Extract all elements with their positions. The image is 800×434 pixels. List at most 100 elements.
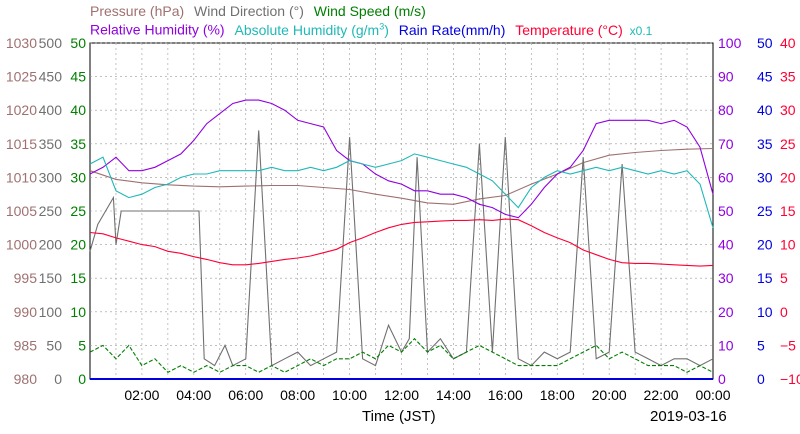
relative_humidity-tick-label: 70 [718,136,734,152]
relative_humidity-tick-label: 90 [718,69,734,85]
legend-row-1: Pressure (hPa) Wind Direction (°) Wind S… [90,3,426,19]
x-tick-label: 14:00 [436,387,471,403]
x-tick-label: 04:00 [176,387,211,403]
wind_direction-tick-label: 300 [39,169,63,185]
legend-wind-direction: Wind Direction (°) [194,3,304,19]
relative_humidity-tick-label: 50 [718,203,734,219]
x-tick-label: 08:00 [280,387,315,403]
pressure-tick-label: 985 [14,337,38,353]
x-tick-label: 16:00 [488,387,523,403]
legend-temperature: Temperature (°C) [515,21,623,38]
wind_direction-tick-label: 400 [39,102,63,118]
legend-pressure: Pressure (hPa) [90,3,185,19]
rain_rate-tick-label: 0 [757,371,765,387]
wind_speed-tick-label: 5 [78,337,86,353]
temperature-tick-label: 10 [780,237,796,253]
date-label: 2019-03-16 [650,408,727,425]
rain_rate-tick-label: 20 [757,237,773,253]
wind_direction-tick-label: 200 [39,237,63,253]
wind_direction-tick-label: 150 [39,270,63,286]
x-tick-label: 12:00 [384,387,419,403]
wind_speed-tick-label: 50 [70,35,86,51]
rain_rate-tick-label: 5 [757,337,765,353]
wind_speed-tick-label: 10 [70,304,86,320]
wind_direction-tick-label: 250 [39,203,63,219]
x-tick-label: 00:00 [695,387,730,403]
temperature-tick-label: 40 [780,35,796,51]
pressure-tick-label: 980 [14,371,38,387]
temperature-tick-label: 25 [780,136,796,152]
series-layer [89,99,714,380]
pressure-tick-label: 1005 [6,203,37,219]
pressure-tick-label: 1025 [6,69,37,85]
x-tick-label: 20:00 [592,387,627,403]
temperature-tick-label: −5 [780,337,796,353]
rain_rate-tick-label: 30 [757,169,773,185]
wind_speed-tick-label: 45 [70,69,86,85]
legend-factor: x0.1 [629,23,653,38]
temperature-tick-label: 5 [780,270,788,286]
absolute_humidity-line [89,153,714,228]
wind_speed-tick-label: 30 [70,169,86,185]
temperature-tick-label: 15 [780,203,796,219]
wind_speed-tick-label: 15 [70,270,86,286]
relative_humidity-tick-label: 100 [718,35,742,51]
relative_humidity-line [89,99,714,219]
temperature-tick-label: −10 [780,371,800,387]
legend-rain-rate: Rain Rate(mm/h) [398,21,506,38]
pressure-tick-label: 1010 [6,169,37,185]
relative_humidity-tick-label: 30 [718,270,734,286]
wind_direction-tick-label: 450 [39,69,63,85]
legend-absolute-humidity-close: ) [384,21,389,38]
wind_direction-tick-label: 50 [46,337,62,353]
rain_rate-tick-label: 35 [757,136,773,152]
pressure-tick-label: 995 [14,270,38,286]
wind_speed-tick-label: 35 [70,136,86,152]
rain_rate-tick-label: 45 [757,69,773,85]
rain_rate-tick-label: 25 [757,203,773,219]
rain_rate-tick-label: 10 [757,304,773,320]
wind_speed-tick-label: 20 [70,237,86,253]
x-tick-label: 18:00 [540,387,575,403]
pressure-tick-label: 990 [14,304,38,320]
temperature-tick-label: 20 [780,169,796,185]
wind_direction-tick-label: 500 [39,35,63,51]
pressure-tick-label: 1015 [6,136,37,152]
x-axis-label: Time (JST) [362,408,436,425]
relative_humidity-tick-label: 20 [718,304,734,320]
legend-relative-humidity: Relative Humidity (%) [90,21,225,38]
legend-absolute-humidity: Absolute Humidity (g/m3) [234,21,389,38]
pressure-line [89,147,714,205]
wind_direction-tick-label: 0 [54,371,62,387]
pressure-tick-label: 1020 [6,102,37,118]
relative_humidity-tick-label: 10 [718,337,734,353]
legend-row-2: Relative Humidity (%) Absolute Humidity … [90,21,652,38]
temperature-tick-label: 30 [780,102,796,118]
x-tick-label: 02:00 [124,387,159,403]
pressure-tick-label: 1030 [6,35,37,51]
x-tick-label: 22:00 [644,387,679,403]
wind_direction-tick-label: 350 [39,136,63,152]
legend-wind-speed: Wind Speed (m/s) [313,3,426,19]
wind_speed-tick-label: 25 [70,203,86,219]
x-tick-label: 06:00 [228,387,263,403]
legend-absolute-humidity-sup: 3 [379,21,385,31]
pressure-tick-label: 1000 [6,237,37,253]
rain_rate-tick-label: 40 [757,102,773,118]
temperature-tick-label: 35 [780,69,796,85]
rain_rate-tick-label: 15 [757,270,773,286]
temperature-tick-label: 0 [780,304,788,320]
x-tick-label: 10:00 [332,387,367,403]
wind_speed-line [89,337,714,373]
relative_humidity-tick-label: 40 [718,237,734,253]
wind_direction-line [89,130,714,367]
relative_humidity-tick-label: 0 [718,371,726,387]
rain_rate-tick-label: 50 [757,35,773,51]
relative_humidity-tick-label: 60 [718,169,734,185]
axis-labels: 02:00 04:00 06:00 08:00 10:00 12:00 14:00 16:00… [6,35,800,403]
wind_speed-tick-label: 40 [70,102,86,118]
wind_direction-tick-label: 100 [39,304,63,320]
relative_humidity-tick-label: 80 [718,102,734,118]
wind_speed-tick-label: 0 [78,371,86,387]
